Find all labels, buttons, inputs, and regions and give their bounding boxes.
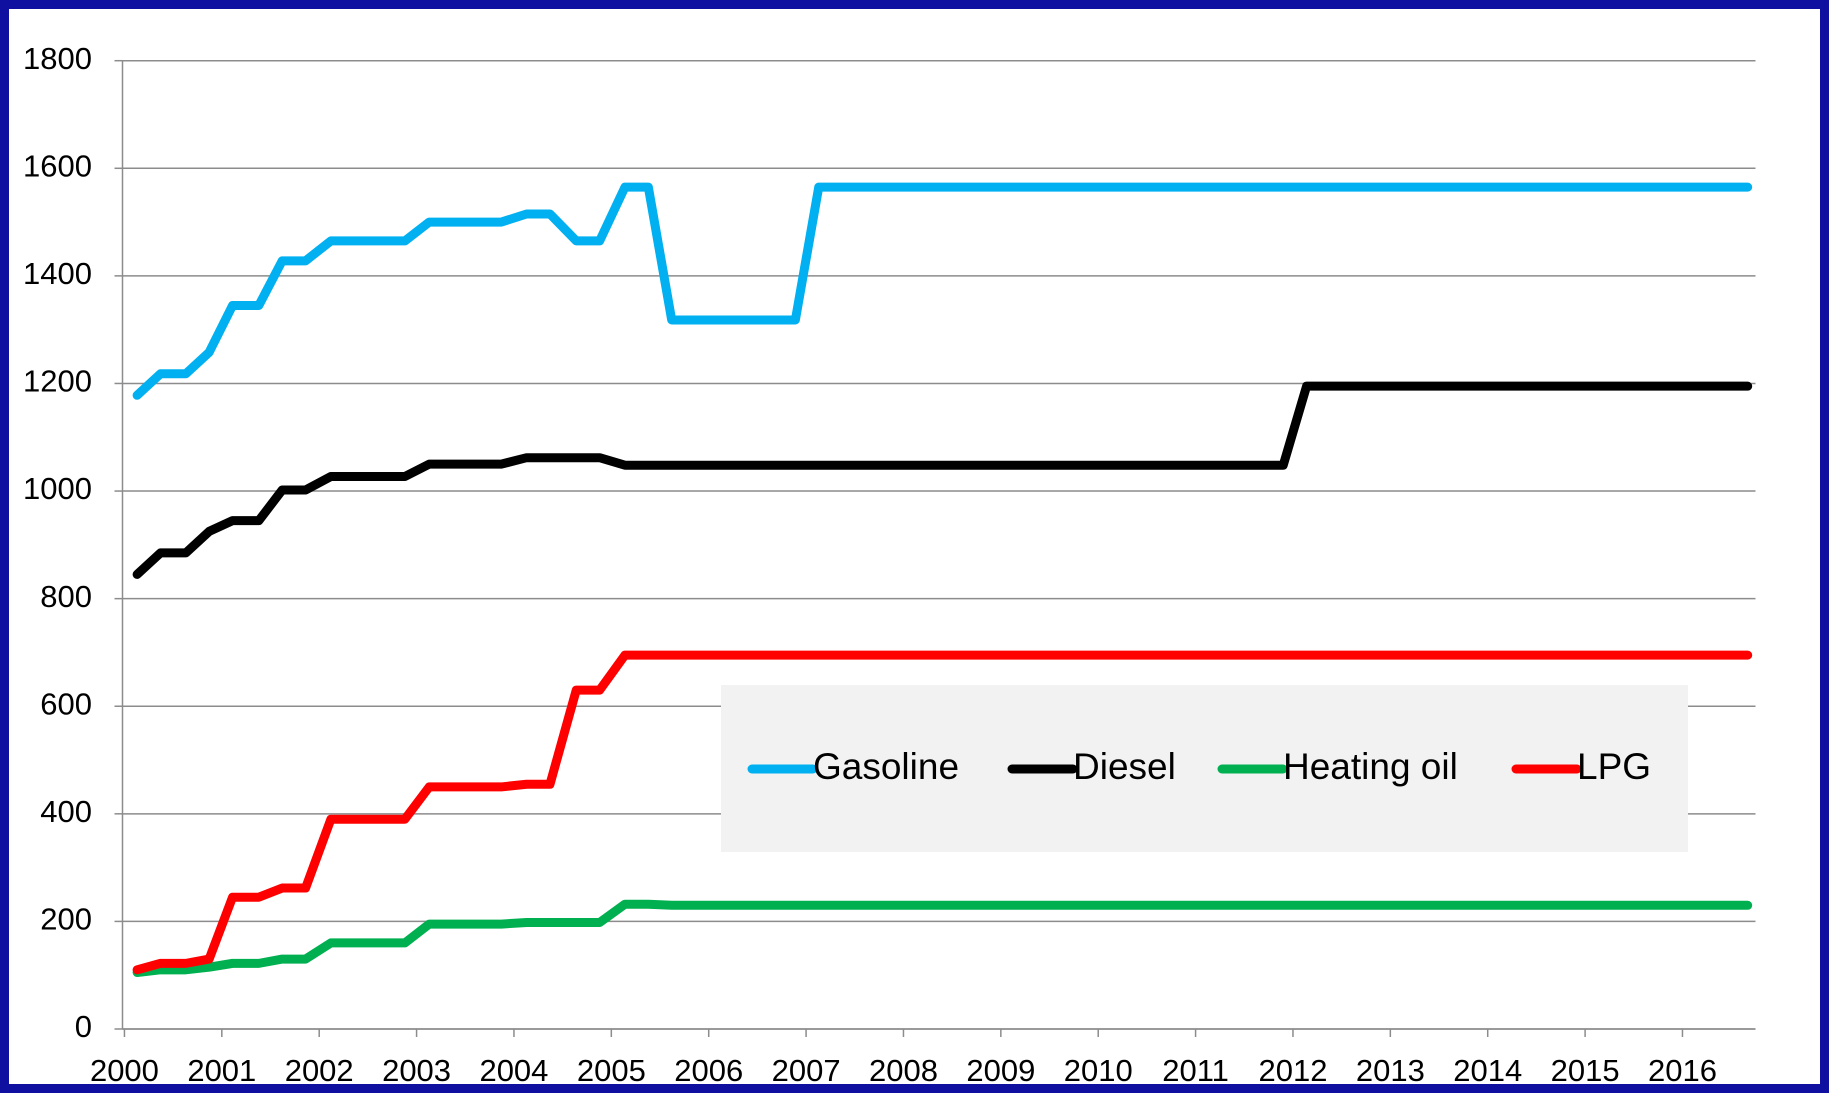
x-tick-label: 2007 <box>772 1053 841 1088</box>
legend-label: LPG <box>1577 746 1651 787</box>
x-tick-label: 2009 <box>966 1053 1035 1088</box>
y-tick-label: 400 <box>40 794 92 829</box>
x-tick-label: 2014 <box>1453 1053 1522 1088</box>
y-tick-label: 800 <box>40 579 92 614</box>
y-tick-label: 1800 <box>23 41 92 76</box>
x-tick-label: 2002 <box>285 1053 354 1088</box>
y-tick-label: 1000 <box>23 471 92 506</box>
x-tick-label: 2010 <box>1064 1053 1133 1088</box>
y-tick-label: 1600 <box>23 148 92 183</box>
legend-label: Gasoline <box>813 746 959 787</box>
series-line <box>132 381 1753 579</box>
x-tick-label: 2011 <box>1162 1053 1229 1088</box>
series-line <box>132 650 1753 975</box>
x-tick-label: 2000 <box>90 1053 159 1088</box>
y-tick-label: 600 <box>40 686 92 721</box>
series-line <box>132 182 1753 400</box>
x-tick-label: 2001 <box>187 1053 256 1088</box>
y-tick-label: 1400 <box>23 256 92 291</box>
legend-label: Diesel <box>1073 746 1176 787</box>
y-tick-label: 200 <box>40 902 92 937</box>
x-tick-label: 2004 <box>479 1053 548 1088</box>
series-line <box>132 899 1753 978</box>
x-tick-label: 2013 <box>1356 1053 1425 1088</box>
x-tick-label: 2012 <box>1258 1053 1327 1088</box>
legend-label: Heating oil <box>1283 746 1458 787</box>
x-tick-label: 2005 <box>577 1053 646 1088</box>
x-tick-label: 2016 <box>1648 1053 1717 1088</box>
y-tick-label: 1200 <box>23 364 92 399</box>
x-tick-label: 2015 <box>1551 1053 1620 1088</box>
x-tick-label: 2008 <box>869 1053 938 1088</box>
y-tick-label: 0 <box>75 1009 92 1044</box>
x-tick-label: 2006 <box>674 1053 743 1088</box>
x-tick-label: 2003 <box>382 1053 451 1088</box>
